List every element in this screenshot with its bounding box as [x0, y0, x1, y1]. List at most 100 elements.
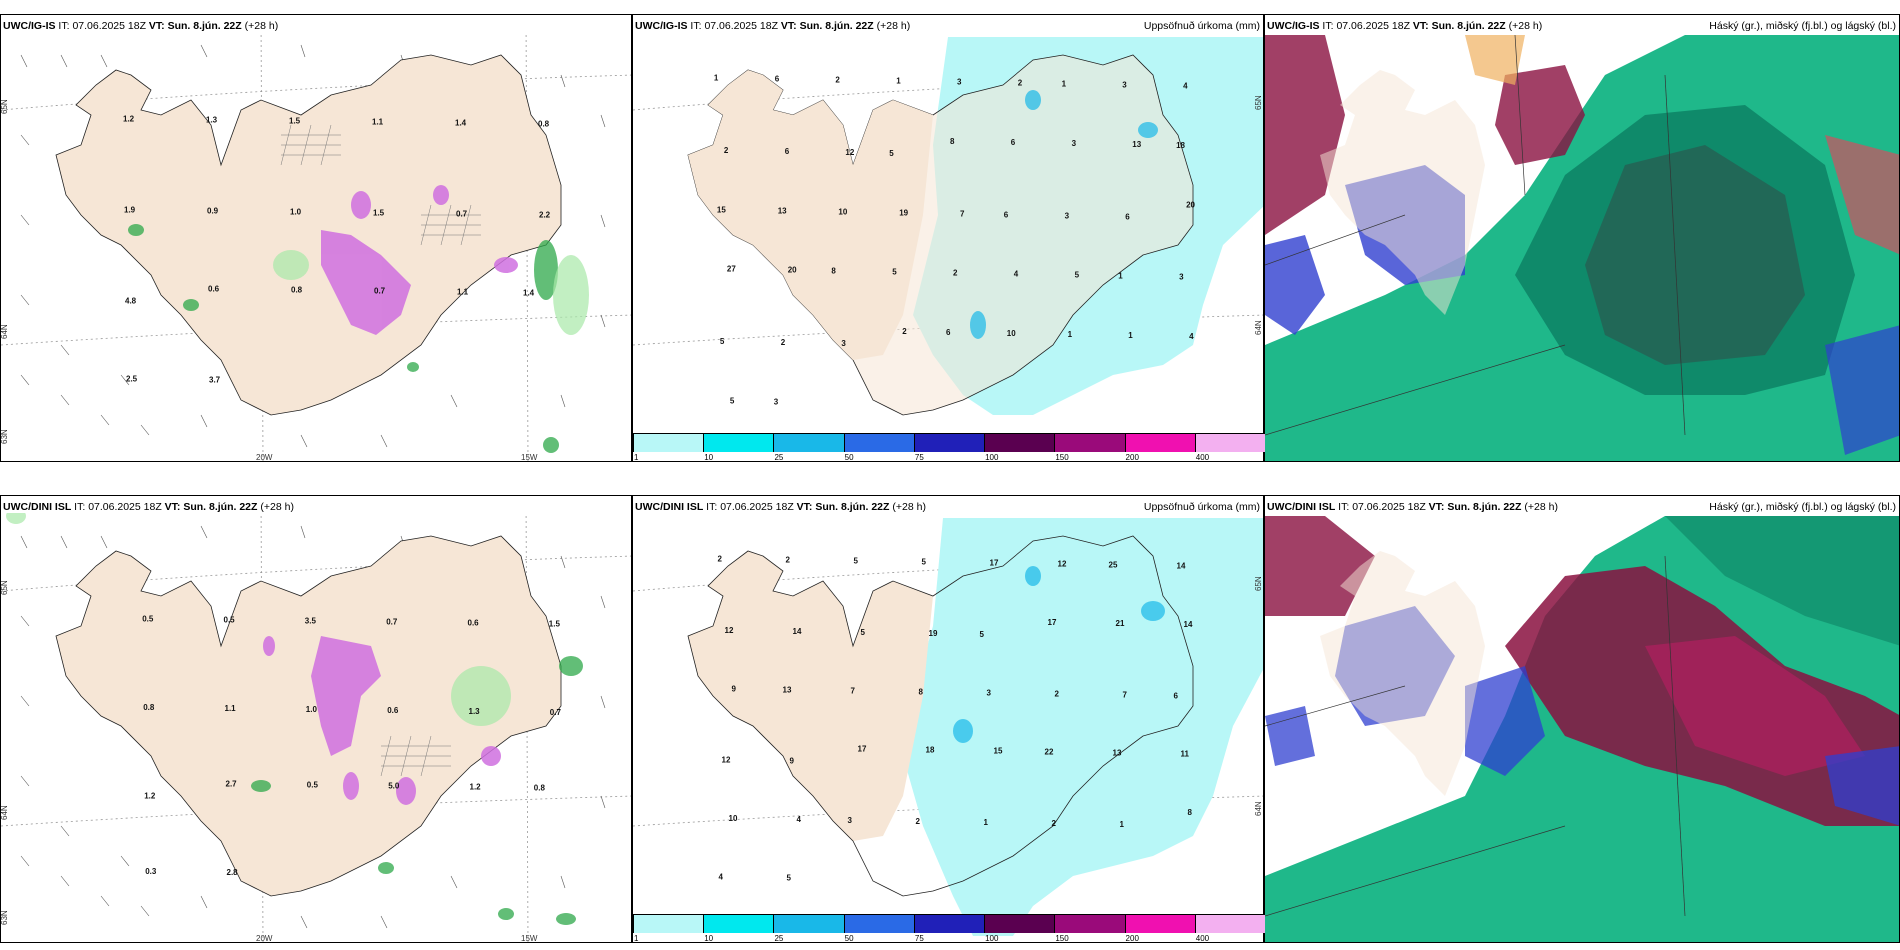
colorbar-segment	[1054, 434, 1125, 452]
precip-value: 4	[1014, 270, 1019, 279]
precip-value: 5	[787, 873, 792, 882]
panel-subtitle: Uppsöfnuð úrkoma (mm)	[1143, 20, 1260, 32]
colorbar-segment	[913, 434, 985, 452]
precip-value: 19	[899, 208, 908, 217]
precip-value: 12	[1058, 560, 1067, 569]
lon-label-15w: 15W	[521, 934, 538, 943]
precip-value: 0.6	[387, 706, 399, 715]
precip-value: 12	[725, 626, 734, 635]
colorbar-segment	[633, 434, 704, 452]
precip-value: 7	[1123, 690, 1128, 699]
precip-value: 2	[916, 817, 921, 826]
precip-value: 1.2	[144, 791, 156, 800]
map-bottom-left: 65N 64N 63N 20W 15W 0.5 0.5 3.5 0.7 0.6 1.50.…	[1, 496, 631, 943]
lat-label-63n: 63N	[1, 429, 9, 444]
precip-value: 0.5	[142, 614, 154, 623]
precip-value: 5	[720, 337, 725, 346]
precip-value: 1.3	[469, 707, 481, 716]
precip-value: 10	[838, 207, 847, 216]
colorbar-segment	[984, 915, 1055, 933]
precip-value: 3	[1122, 81, 1127, 90]
precip-value: 2	[781, 338, 786, 347]
precip-value: 3	[1065, 211, 1070, 220]
colorbar-segment	[773, 915, 844, 933]
colorbar-tick: 400	[1195, 453, 1210, 462]
precip-value: 0.8	[291, 286, 303, 295]
colorbar-tick: 200	[1125, 453, 1139, 462]
precip-value: 4	[1183, 82, 1188, 91]
precip-value: 5	[889, 149, 894, 158]
lon-label-20w: 20W	[256, 934, 273, 943]
precip-value: 4	[719, 872, 724, 881]
precip-value: 5	[730, 396, 735, 405]
colorbar-segment	[1054, 915, 1125, 933]
precip-value: 18	[926, 746, 935, 755]
precip-values-top-left: 1.2 1.3 1.5 1.1 1.4 0.8 1.9 0.9 1.0 1.5 0.7 2.2 4.8 0…	[123, 115, 551, 385]
precip-value: 1.2	[470, 782, 482, 791]
precip-value: 4	[1189, 332, 1194, 341]
precip-value: 10	[729, 814, 738, 823]
precip-value: 5	[980, 630, 985, 639]
lat-label-64n: 64N	[1, 805, 9, 820]
panel-top-right: UWC/IG-IS IT: 07.06.2025 18Z VT: Sun. 8.…	[1264, 14, 1900, 462]
colorbar-tick: 100	[985, 934, 999, 943]
precip-value: 0.8	[538, 120, 550, 129]
precip-value: 1	[1118, 272, 1123, 281]
precip-value: 3	[848, 816, 853, 825]
precip-value: 1.3	[206, 116, 218, 125]
colorbar-segment	[1194, 915, 1265, 933]
colorbar-tick: 1	[634, 453, 639, 462]
colorbar-tick: 100	[985, 453, 999, 462]
lat-label-65n: 65N	[1, 580, 9, 595]
colorbar-segment	[703, 434, 774, 452]
precip-value: 3.7	[209, 376, 221, 385]
precip-value: 1	[1068, 330, 1073, 339]
lat-label-64n: 64N	[1254, 801, 1263, 816]
precip-value: 0.5	[307, 780, 319, 789]
precip-value: 5	[854, 557, 859, 566]
precip-value: 13	[1113, 749, 1122, 758]
precip-value: 5	[922, 558, 927, 567]
cloud-map-top-right	[1265, 15, 1899, 461]
precip-value: 6	[946, 328, 951, 337]
precip-value: 7	[960, 209, 965, 218]
precip-value: 7	[851, 686, 856, 695]
precip-value: 4.8	[125, 297, 137, 306]
precip-value: 20	[1186, 200, 1195, 209]
colorbar-segment	[773, 434, 844, 452]
precip-value: 3	[957, 78, 962, 87]
colorbar-segment	[633, 915, 704, 933]
precip-value: 1	[1128, 331, 1133, 340]
precip-value: 17	[858, 745, 867, 754]
colorbar-segment	[703, 915, 774, 933]
precip-value: 27	[727, 265, 736, 274]
lat-label-63n: 63N	[1, 910, 9, 925]
precip-value: 0.7	[386, 617, 398, 626]
colorbar-tick: 25	[774, 453, 784, 462]
precip-value: 5	[892, 268, 897, 277]
colorbar-tick: 150	[1055, 934, 1069, 943]
colorbar-tick: 1	[634, 934, 639, 943]
lat-label-65n: 65N	[1254, 95, 1263, 110]
precip-value: 2	[786, 556, 791, 565]
precip-value: 13	[778, 206, 787, 215]
precip-value: 9	[732, 684, 737, 693]
precip-value: 5	[861, 628, 866, 637]
precip-value: 0.9	[207, 207, 219, 216]
precip-value: 15	[717, 205, 726, 214]
panel-title: UWC/IG-IS IT: 07.06.2025 18Z VT: Sun. 8.…	[1267, 20, 1543, 32]
precip-value: 17	[1048, 618, 1057, 627]
panel-subtitle: Háský (gr.), miðský (fj.bl.) og lágský (…	[1709, 20, 1896, 32]
precip-value: 1.4	[455, 119, 467, 128]
precip-value: 10	[1007, 329, 1016, 338]
precip-value: 1	[1062, 80, 1067, 89]
colorbar-segment	[1194, 434, 1265, 452]
precip-value: 8	[831, 267, 836, 276]
colorbar-segment	[843, 915, 914, 933]
precip-value: 1.0	[290, 208, 302, 217]
lat-label-64n: 64N	[1254, 320, 1263, 335]
precip-value: 4	[797, 815, 802, 824]
precip-value: 2.5	[126, 375, 138, 384]
